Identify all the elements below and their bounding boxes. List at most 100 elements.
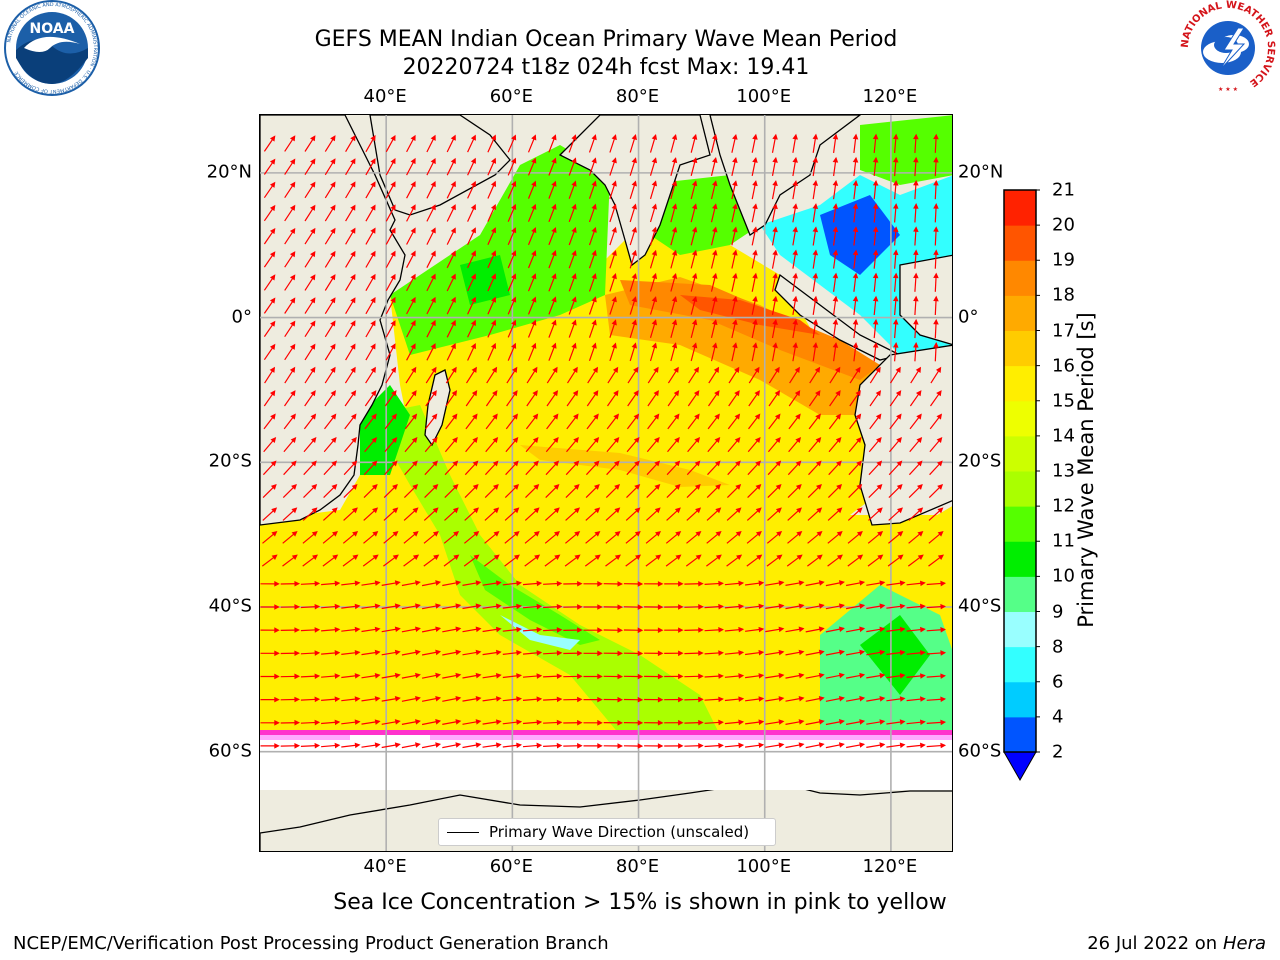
wave-arrow-head-337 [892,341,899,348]
wave-arrow-head-253 [571,296,577,303]
wave-arrow-head-823 [415,695,421,702]
wave-arrow-head-389 [572,390,579,397]
wave-arrow-head-804 [718,673,724,679]
wave-arrow-head-17 [611,134,617,141]
wave-arrow-head-675 [859,580,866,586]
wave-arrow-head-306 [269,343,276,350]
wave-arrow-head-667 [698,580,704,587]
wave-arrow-head-122 [671,203,678,210]
wave-arrow-head-255 [611,296,617,303]
wave-arrow-head-363 [734,366,740,373]
wave-arrow-head-351 [491,366,498,373]
wave-arrow-head-800 [637,673,644,680]
wave-arrow-head-9 [450,134,456,141]
wave-arrow-head-254 [591,296,597,303]
wave-arrow-head-902 [637,743,644,749]
wave-arrow-head-340 [269,366,276,373]
wave-arrow-head-325 [651,342,658,349]
wave-arrow-head-544 [271,507,278,514]
wave-arrow-head-164 [832,226,839,233]
wave-arrow-head-693 [536,603,543,610]
wave-arrow-head-536 [795,483,802,490]
wave-arrow-head-133 [892,203,899,209]
wave-arrow-head-286 [551,319,557,326]
wave-arrow-head-674 [838,580,845,586]
wave-arrow-head-402 [835,390,841,397]
legend-label: Primary Wave Direction (unscaled) [489,823,750,841]
wave-arrow-head-99 [892,179,899,186]
wave-arrow-head-423 [573,413,579,420]
wave-arrow-head-304 [913,318,919,325]
wave-arrow-head-86 [631,180,637,187]
wave-arrow-head-618 [392,554,399,561]
wave-arrow-head-149 [531,226,537,234]
wave-arrow-head-38 [350,158,356,165]
wave-arrow-head-487 [492,460,499,467]
wave-arrow-head-897 [536,742,543,749]
wave-arrow-head-71 [330,181,336,188]
wave-arrow-head-309 [330,343,336,350]
wave-arrow-head-404 [875,390,882,397]
wave-arrow-head-134 [913,203,919,209]
wave-arrow-head-768 [678,650,684,657]
wave-arrow-head-102 [269,204,276,212]
wave-arrow-head-682 [314,603,321,610]
wave-arrow-head-697 [617,604,624,610]
wave-arrow-head-690 [475,603,482,609]
lat-tick-right-4: 60°S [958,740,1002,762]
wave-arrow-head-767 [657,650,664,657]
wave-arrow-head-570 [796,507,802,514]
wave-arrow-head-482 [391,460,398,467]
wave-arrow-head-19 [651,134,658,141]
wave-arrow-head-633 [695,554,702,561]
colorbar-segment-5 [1004,541,1036,577]
wave-arrow-head-747 [940,626,946,633]
wave-arrow-head-52 [631,157,637,164]
wave-arrow-head-46 [511,157,517,164]
wave-arrow-head-541 [896,483,903,490]
wave-arrow-head-880 [879,719,886,725]
wave-arrow-head-542 [916,483,923,490]
wave-arrow-head-30 [872,133,879,140]
wave-arrow-head-687 [415,603,421,609]
wave-arrow-head-295 [732,319,738,325]
wave-arrow-head-676 [879,580,886,586]
wave-arrow-head-343 [330,366,336,373]
wave-arrow-head-472 [876,436,882,443]
colorbar-tick-9: 14 [1052,425,1075,447]
wave-arrow-head-585 [412,530,419,537]
wave-arrow-head-406 [915,390,922,397]
wave-arrow-head-373 [935,366,942,373]
wave-arrow-head-528 [634,483,641,490]
wave-arrow-head-878 [838,719,845,725]
wave-arrow-head-699 [657,604,664,610]
wave-arrow-head-615 [332,554,339,561]
wave-arrow-head-778 [879,649,886,656]
lat-tick-right-3: 40°S [958,595,1002,617]
wave-arrow-head-153 [611,226,617,233]
wave-arrow-head-441 [936,413,942,420]
wave-arrow-head-607 [856,530,863,537]
wave-arrow-head-879 [859,719,866,725]
wave-arrow-head-26 [792,133,798,140]
wave-arrow-head-176 [390,250,396,257]
wave-arrow-head-181 [490,250,497,257]
wave-arrow-head-439 [896,413,902,420]
wave-arrow-head-512 [311,483,318,490]
wave-arrow-head-48 [551,157,557,164]
colorbar-tick-7: 12 [1052,495,1075,517]
lat-tick-left-2: 20°S [208,450,252,472]
lat-tick-right-0: 20°N [958,161,1004,183]
wave-arrow-head-526 [593,483,600,490]
wave-arrow-head-347 [411,366,417,373]
wave-arrow-head-775 [818,649,825,656]
wave-arrow-head-685 [374,603,381,610]
wave-arrow-head-805 [738,673,745,679]
wave-arrow-head-463 [694,436,701,443]
wave-arrow-head-671 [778,580,785,586]
wave-arrow-head-431 [734,413,741,420]
wave-arrow-head-350 [471,366,477,373]
wave-arrow-head-733 [657,627,664,633]
wave-arrow-head-192 [711,249,718,256]
wave-arrow-head-712 [919,603,926,610]
